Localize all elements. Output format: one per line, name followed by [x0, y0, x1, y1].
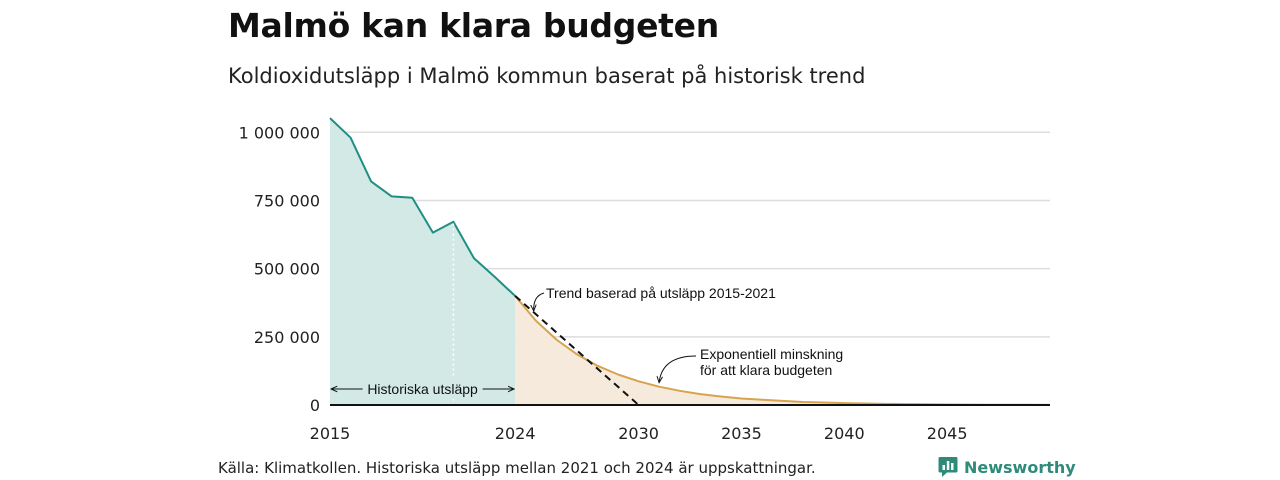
- historical-line: [329, 117, 516, 297]
- trend-label-pointer: [534, 292, 545, 311]
- annotations: Historiska utsläpp Trend baserad på utsl…: [331, 223, 843, 401]
- exp-label-line2: för att klara budgeten: [700, 362, 832, 378]
- trend-label: Trend baserad på utsläpp 2015-2021: [546, 285, 776, 301]
- chart-title: Malmö kan klara budgeten: [228, 6, 719, 45]
- source-note: Källa: Klimatkollen. Historiska utsläpp …: [218, 459, 816, 477]
- exp-label-pointer: [659, 355, 697, 383]
- trend-line: [514, 295, 1050, 406]
- newsworthy-brand[interactable]: Newsworthy: [938, 456, 1076, 478]
- x-tick-label: 2024: [495, 424, 536, 443]
- y-tick-label: 750 000: [254, 191, 320, 210]
- area-fills: [330, 118, 1050, 405]
- y-tick-label: 1 000 000: [239, 123, 320, 142]
- historical-label: Historiska utsläpp: [367, 381, 478, 397]
- historical-label-background: [362, 379, 483, 399]
- brand-name: Newsworthy: [964, 457, 1076, 477]
- y-tick-label: 0: [310, 396, 320, 415]
- budget-area: [515, 295, 1050, 405]
- x-tick-label: 2015: [310, 424, 351, 443]
- x-tick-label: 2030: [618, 424, 659, 443]
- historical-area: [330, 118, 516, 405]
- x-tick-label: 2040: [824, 424, 865, 443]
- y-tick-label: 250 000: [254, 328, 320, 347]
- axes: 0 250 000 500 000 750 000 1 000 000 2015 2024 2…: [239, 123, 1050, 443]
- y-tick-label: 500 000: [254, 260, 320, 279]
- newsworthy-logo-icon: [938, 457, 958, 477]
- exp-label-line1: Exponentiell minskning: [700, 346, 843, 362]
- x-tick-label: 2035: [721, 424, 762, 443]
- x-tick-label: 2045: [927, 424, 968, 443]
- chart-subtitle: Koldioxidutsläpp i Malmö kommun baserat …: [228, 64, 866, 88]
